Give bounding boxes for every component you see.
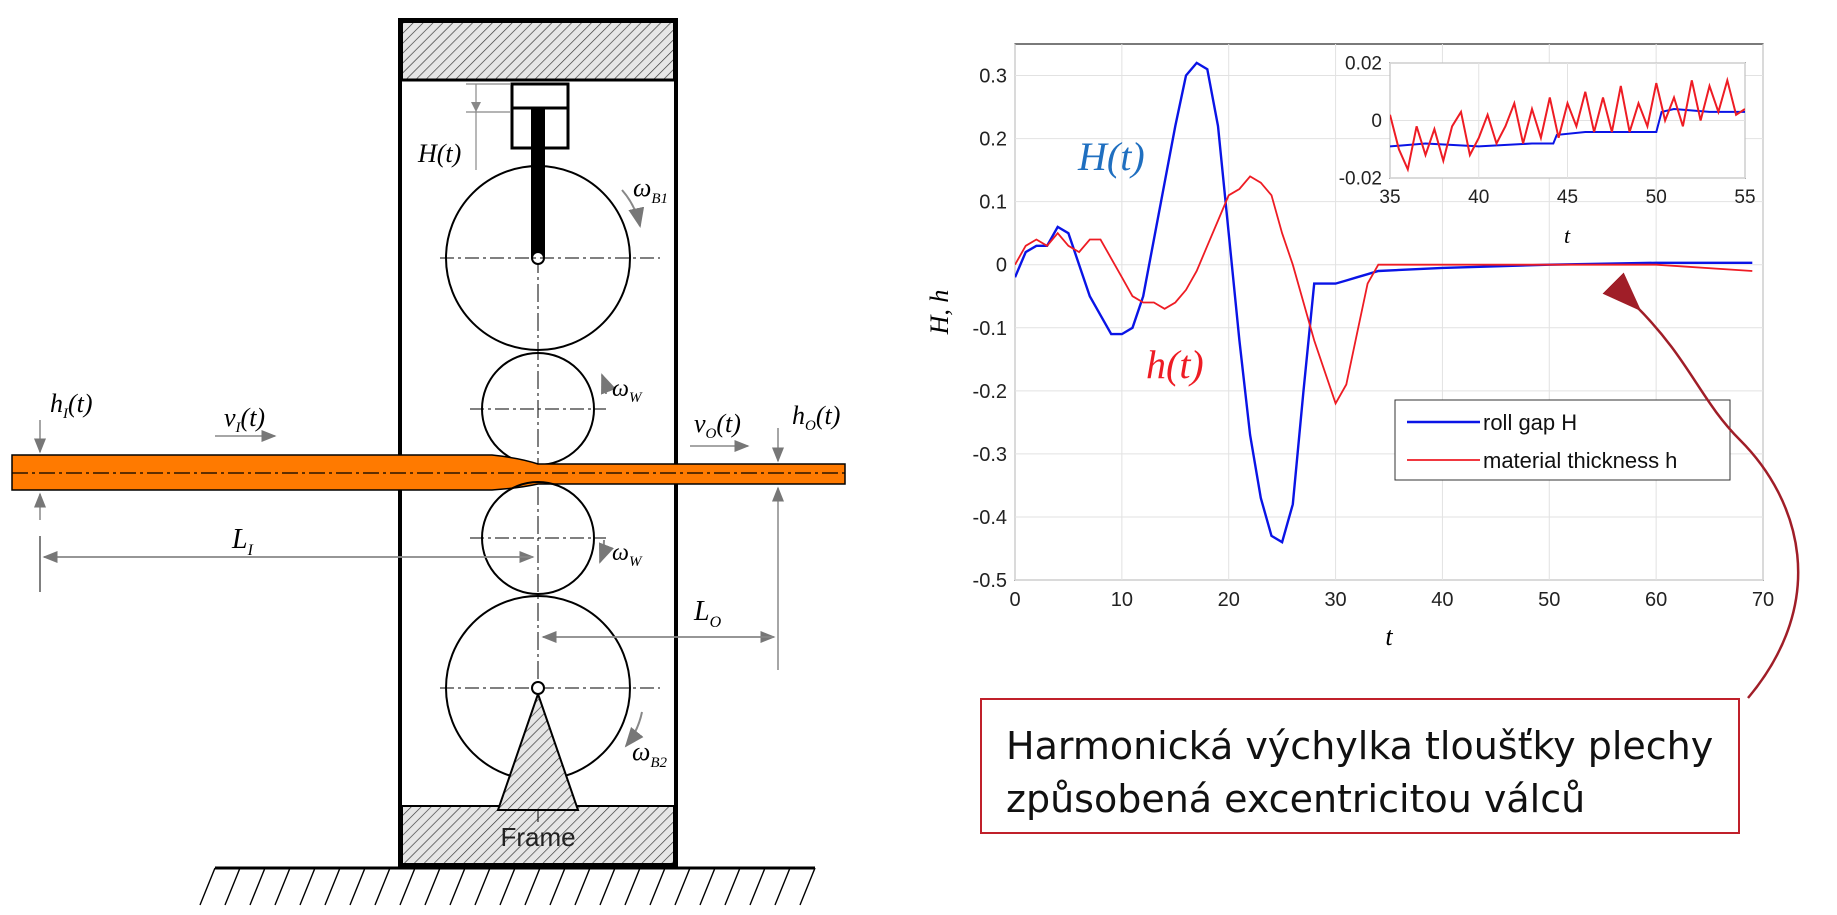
callout-box: Harmonická výchylka tloušťky plechy způs… <box>980 698 1740 834</box>
H-label: H(t) <box>417 139 461 168</box>
hO-label: hO(t) <box>792 401 840 434</box>
legend-item-roll-gap: roll gap H <box>1483 410 1577 435</box>
x-tick-label: 40 <box>1468 187 1489 208</box>
hydraulic-cylinder-top <box>510 82 570 110</box>
vO-label: vO(t) <box>694 409 741 442</box>
x-tick-label: 0 <box>1009 589 1020 611</box>
inset-grid <box>1389 62 1746 179</box>
wW-upper-label: ωW <box>612 376 643 406</box>
x-tick-label: 20 <box>1218 589 1240 611</box>
rolling-mill-diagram: Frame H(t) <box>11 18 846 906</box>
LO-label: LO <box>693 596 722 631</box>
wW-lower-arrow <box>598 539 614 564</box>
y-tick-label: -0.2 <box>973 381 1007 403</box>
H-curve-annotation: H(t) <box>1077 134 1145 179</box>
x-tick-label: 40 <box>1431 589 1453 611</box>
callout-line-1: Harmonická výchylka tloušťky plechy <box>1006 724 1714 768</box>
callout-line-2: způsobená excentricitou válců <box>1006 777 1586 821</box>
y-tick-label: 0.1 <box>979 192 1007 214</box>
wW-lower-label: ωW <box>612 540 643 570</box>
mill-frame <box>398 18 678 868</box>
material-thickness-series-line <box>1015 175 1753 406</box>
x-tick-label: 45 <box>1557 187 1578 208</box>
inset-roll-gap-line <box>1390 107 1745 148</box>
legend-item-thickness: material thickness h <box>1483 448 1677 473</box>
support-cone <box>496 690 580 811</box>
wB1-label: ωB1 <box>633 173 668 207</box>
hI-label: hI(t) <box>50 389 93 422</box>
frame-label: Frame <box>500 822 575 852</box>
x-tick-label: 50 <box>1538 589 1560 611</box>
chart-legend <box>1394 399 1731 481</box>
y-tick-label: 0.02 <box>1345 54 1382 75</box>
roll-gap-series-line <box>1015 61 1753 545</box>
x-tick-label: 50 <box>1646 187 1667 208</box>
h-curve-annotation: h(t) <box>1146 342 1204 387</box>
y-tick-label: -0.4 <box>973 507 1007 529</box>
y-tick-label: 0 <box>996 255 1007 277</box>
x-tick-label: 35 <box>1379 187 1400 208</box>
wB1-arrow <box>621 189 645 228</box>
y-tick-label: -0.1 <box>973 318 1007 340</box>
inset-xlabel: t <box>1564 223 1571 248</box>
x-tick-label: 10 <box>1111 589 1133 611</box>
inset-ticks: 35 40 45 50 55 0.02 0 -0.02 <box>1339 54 1756 208</box>
frame-top-hatch <box>401 21 675 81</box>
x-tick-label: 30 <box>1324 589 1346 611</box>
inset-thickness-line <box>1390 76 1745 173</box>
LI-label: LI <box>231 524 254 559</box>
inset-chart: 35 40 45 50 55 0.02 0 -0.02 t <box>1339 54 1756 248</box>
main-xlabel: t <box>1385 622 1393 651</box>
y-tick-label: 0 <box>1371 111 1382 132</box>
y-tick-label: -0.02 <box>1339 169 1382 190</box>
wB2-label: ωB2 <box>632 737 668 771</box>
main-ylabel: H, h <box>925 290 954 336</box>
y-tick-label: 0.2 <box>979 129 1007 151</box>
x-tick-label: 70 <box>1752 589 1774 611</box>
wB2-arrow <box>624 711 644 748</box>
y-tick-label: -0.3 <box>973 444 1007 466</box>
y-tick-label: -0.5 <box>973 570 1007 592</box>
vI-label: vI(t) <box>224 403 265 436</box>
y-tick-label: 0.3 <box>979 66 1007 88</box>
ground-hatch <box>199 867 816 906</box>
piston-rod <box>531 108 545 258</box>
x-tick-label: 55 <box>1734 187 1755 208</box>
callout-arrow[interactable] <box>1602 272 1800 699</box>
wW-upper-arrow <box>601 373 616 395</box>
main-ticks: 0 10 20 30 40 50 60 70 0.3 0.2 0.1 0 -0.1 -0.2 -0.3 -0.… <box>973 66 1775 611</box>
x-tick-label: 60 <box>1645 589 1667 611</box>
